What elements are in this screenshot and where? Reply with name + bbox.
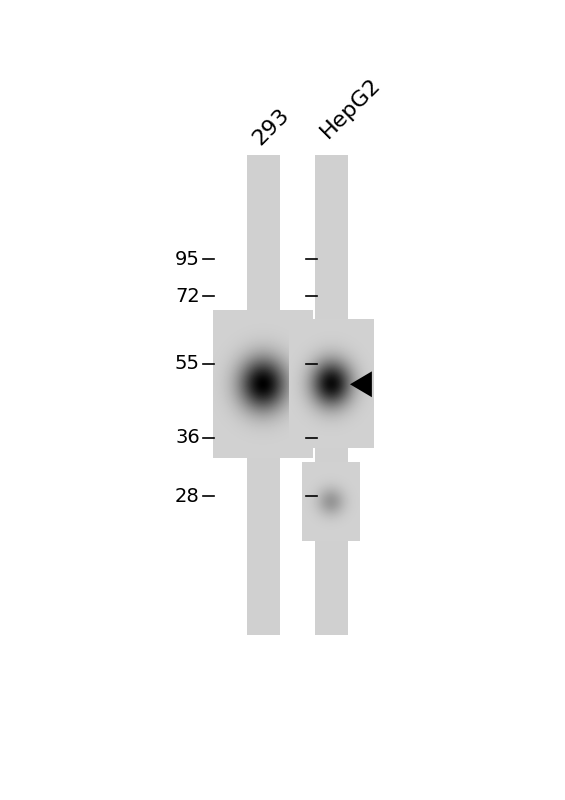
Text: 36: 36 [175,428,200,447]
Text: 293: 293 [249,104,293,148]
Text: 72: 72 [175,286,200,306]
Text: HepG2: HepG2 [317,74,385,142]
Bar [247,154,280,635]
Bar [315,154,347,635]
Polygon shape [350,371,372,398]
Text: 28: 28 [175,487,200,506]
Text: 55: 55 [175,354,200,374]
Text: 95: 95 [175,250,200,269]
